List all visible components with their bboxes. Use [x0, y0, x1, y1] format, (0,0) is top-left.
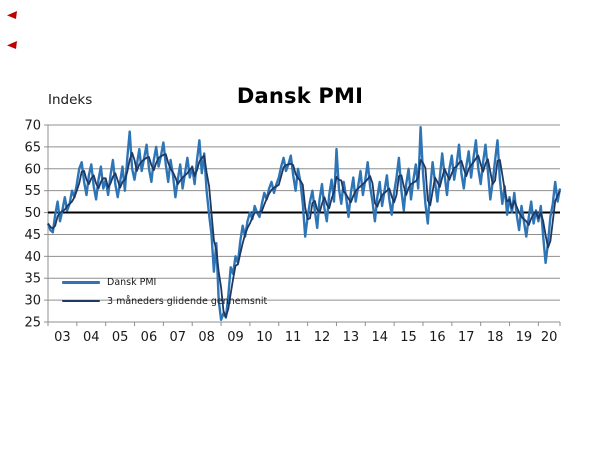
red-annotation-mark [7, 41, 17, 49]
legend-label-pmi: Dansk PMI [107, 276, 157, 288]
x-tick-label: 10 [256, 330, 273, 345]
red-annotation-mark [7, 11, 17, 19]
y-tick-label: 65 [24, 140, 41, 155]
y-tick-label: 35 [24, 272, 41, 287]
x-tick-label: 05 [112, 330, 129, 345]
x-tick-label: 07 [170, 330, 187, 345]
x-tick-label: 14 [371, 330, 388, 345]
x-tick-label: 11 [285, 330, 302, 345]
x-tick-label: 17 [458, 330, 475, 345]
pmi-series-line [46, 125, 562, 321]
legend-label-moving-average: 3 måneders glidende gennemsnit [107, 295, 268, 307]
x-tick-label: 19 [516, 330, 533, 345]
y-tick-label: 25 [24, 316, 41, 331]
y-tick-label: 55 [24, 184, 41, 199]
pmi-line-swatch [62, 280, 100, 284]
x-tick-label: 13 [343, 330, 360, 345]
moving-average-series-line [47, 151, 561, 318]
legend-item-moving-average: 3 måneders glidende gennemsnit [62, 295, 268, 307]
chart-title: Dansk PMI [236, 84, 364, 108]
y-tick-label: 30 [24, 294, 41, 309]
y-tick-label: 70 [24, 119, 41, 134]
y-tick-label: 50 [24, 206, 41, 221]
x-tick-label: 20 [541, 330, 558, 345]
legend: Dansk PMI 3 måneders glidende gennemsnit [62, 276, 268, 307]
x-tick-label: 04 [83, 330, 100, 345]
legend-item-dansk-pmi: Dansk PMI [62, 276, 267, 288]
y-tick-label: 60 [24, 162, 41, 177]
moving-average-line-swatch [62, 300, 100, 302]
x-tick-label: 06 [141, 330, 158, 345]
x-tick-label: 03 [54, 330, 71, 345]
x-tick-label: 08 [198, 330, 215, 345]
x-tick-label: 15 [400, 330, 417, 345]
x-tick-label: 09 [227, 330, 244, 345]
x-tick-label: 16 [429, 330, 446, 345]
x-tick-label: 18 [487, 330, 504, 345]
x-tick-label: 12 [314, 330, 331, 345]
y-tick-label: 40 [24, 250, 41, 265]
y-axis-unit-label: Indeks [48, 92, 93, 108]
y-tick-label: 45 [24, 228, 41, 243]
